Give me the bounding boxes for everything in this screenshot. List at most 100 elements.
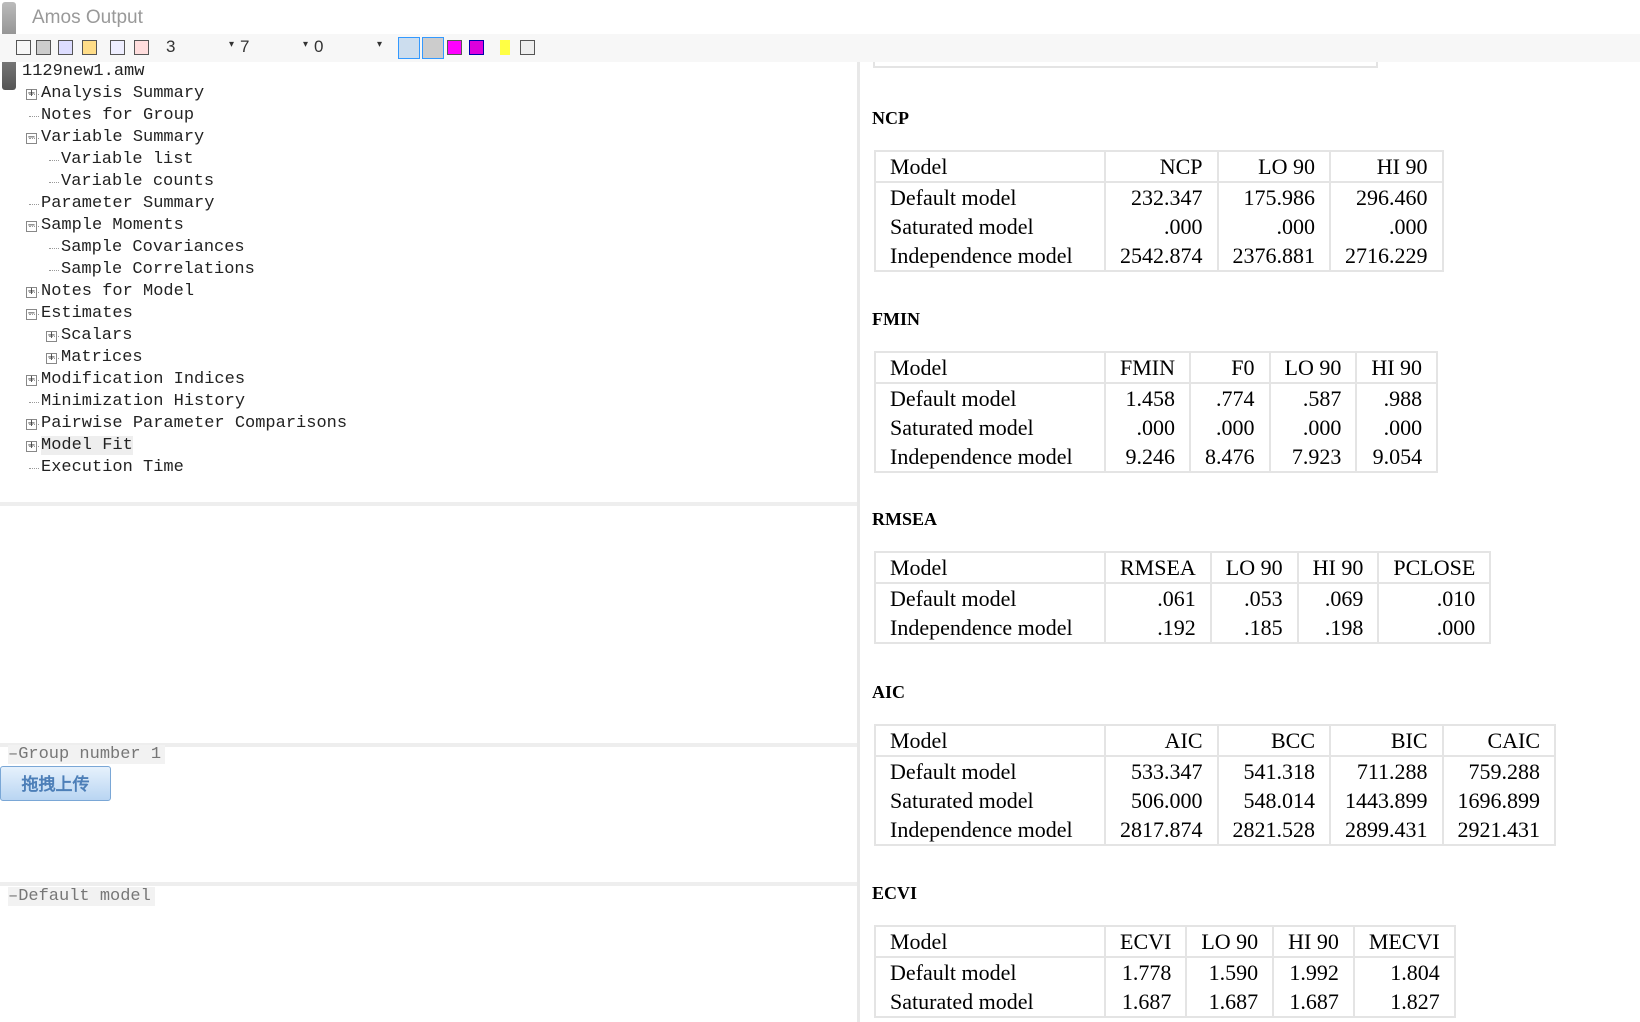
tree-expander[interactable]: + xyxy=(26,440,37,452)
group-item[interactable]: Group number 1 xyxy=(18,745,162,764)
tree-expander[interactable]: + xyxy=(26,88,37,100)
table-cell: .000 xyxy=(1329,212,1443,241)
table-row: Default model 1.778 1.590 1.992 1.804 xyxy=(875,957,1455,987)
column-header: BIC xyxy=(1329,725,1443,757)
navigation-pane: –Group number 1 –Default model 1129new1.… xyxy=(0,62,857,1022)
tree-item[interactable]: Model Fit xyxy=(41,436,133,455)
table-cell: .000 xyxy=(1216,212,1330,241)
group-list[interactable]: –Group number 1 xyxy=(8,745,166,764)
toolbar-button[interactable] xyxy=(16,40,31,55)
tree-root[interactable]: 1129new1.amw xyxy=(22,62,145,81)
tree-item[interactable]: Notes for Model xyxy=(41,282,195,301)
column-header: Model xyxy=(875,151,1105,183)
table-cell: 541.318 xyxy=(1216,756,1330,786)
row-label: Default model xyxy=(890,959,1017,985)
row-label: Saturated model xyxy=(890,988,1034,1014)
row-label: Default model xyxy=(890,758,1017,784)
table-cell: 1.687 xyxy=(1272,987,1354,1017)
tree-item[interactable]: Matrices xyxy=(61,348,143,367)
row-label: Default model xyxy=(890,184,1017,210)
column-header: LO 90 xyxy=(1268,352,1357,384)
tree-item[interactable]: Sample Moments xyxy=(41,216,184,235)
toolbar-button[interactable] xyxy=(82,40,97,55)
tree-item[interactable]: Execution Time xyxy=(41,458,184,477)
column-header: AIC xyxy=(1104,725,1218,757)
tree-item[interactable]: Estimates xyxy=(41,304,133,323)
table-cell: 2899.431 xyxy=(1329,815,1443,845)
toolbar-button[interactable] xyxy=(110,40,125,55)
table-row: Default model 232.347 175.986 296.460 xyxy=(875,182,1443,212)
column-header: HI 90 xyxy=(1296,552,1379,584)
toolbar-button[interactable] xyxy=(422,37,444,59)
table-row: Saturated model .000.000.000.000 xyxy=(875,413,1438,442)
title-bar: Amos Output xyxy=(0,0,1640,90)
model-item[interactable]: Default model xyxy=(18,887,151,906)
column-header: Model xyxy=(875,552,1105,584)
tree-expander[interactable]: + xyxy=(26,418,37,430)
table-cell: 1.687 xyxy=(1185,987,1274,1017)
tree-connector xyxy=(29,116,39,117)
tree-item[interactable]: Scalars xyxy=(61,326,133,345)
toolbar-button[interactable] xyxy=(58,40,73,55)
output-pane: NCP Model NCP LO 90 HI 90 Default model 232.34… xyxy=(857,62,1640,1022)
tree-expander[interactable]: − xyxy=(26,220,37,232)
column-header: HI 90 xyxy=(1355,352,1438,384)
tree-expander[interactable]: − xyxy=(26,308,37,320)
tree-connector xyxy=(29,402,39,403)
tree-connector xyxy=(29,446,39,447)
level-combo[interactable]: 3 ▾ xyxy=(166,37,238,59)
tree-item[interactable]: Parameter Summary xyxy=(41,194,215,213)
column-header: Model xyxy=(875,926,1105,958)
table-cell: 232.347 xyxy=(1104,182,1218,212)
table-cell: 548.014 xyxy=(1216,786,1330,815)
tree-expander[interactable]: + xyxy=(46,352,57,364)
tree-connector xyxy=(49,248,59,249)
tree-item[interactable]: Notes for Group xyxy=(41,106,195,125)
toolbar-button[interactable] xyxy=(447,40,462,55)
tree-expander[interactable]: + xyxy=(26,374,37,386)
table-header: Model RMSEA LO 90 HI 90 PCLOSE xyxy=(875,552,1491,584)
combo-arrow: ▾ xyxy=(228,39,234,50)
table-cell: .000 xyxy=(1268,413,1357,442)
table-row: Saturated model 506.000 548.014 1443.899 169… xyxy=(875,786,1555,815)
row-label: Saturated model xyxy=(890,414,1034,440)
table-cell: 1.458 xyxy=(1103,383,1191,413)
table-cell: 1.778 xyxy=(1103,957,1187,987)
tree-item[interactable]: Modification Indices xyxy=(41,370,246,389)
tree-item[interactable]: Variable list xyxy=(61,150,194,169)
table-cell: 1.992 xyxy=(1272,957,1354,987)
column-header: MECVI xyxy=(1352,926,1455,958)
model-list[interactable]: –Default model xyxy=(8,887,155,906)
table-cell: .000 xyxy=(1189,413,1270,442)
tree-expander[interactable]: + xyxy=(26,286,37,298)
tree-item[interactable]: Minimization History xyxy=(41,392,246,411)
table-row: Independence model 9.246 8.476 7.923 9.054 xyxy=(875,442,1438,472)
tree-expander[interactable]: + xyxy=(46,330,57,342)
toolbar-button[interactable] xyxy=(500,40,510,55)
level-combo[interactable]: 7 ▾ xyxy=(240,37,312,59)
section-heading: FMIN xyxy=(872,309,920,329)
tree-item[interactable]: Variable counts xyxy=(61,172,215,191)
toolbar-button[interactable] xyxy=(36,40,51,55)
upload-button[interactable]: 拖拽上传 xyxy=(0,766,111,801)
toolbar-button[interactable] xyxy=(134,40,149,55)
tree-item[interactable]: Sample Covariances xyxy=(61,238,245,257)
table-cell: .010 xyxy=(1377,583,1491,613)
table-cell: 2376.881 xyxy=(1216,241,1330,271)
toolbar-button[interactable] xyxy=(469,40,484,55)
toolbar-button[interactable] xyxy=(520,40,535,55)
table-cell: .069 xyxy=(1296,583,1379,613)
column-header: NCP xyxy=(1104,151,1218,183)
table-cell: .000 xyxy=(1103,413,1191,442)
level-combo[interactable]: 0 ▾ xyxy=(314,37,386,59)
tree-item[interactable]: Pairwise Parameter Comparisons xyxy=(41,414,348,433)
tree-item[interactable]: Variable Summary xyxy=(41,128,205,147)
row-label: Independence model xyxy=(890,816,1073,842)
tree-expander[interactable]: − xyxy=(26,132,37,144)
table-cell: .000 xyxy=(1377,613,1491,643)
tree-item[interactable]: Analysis Summary xyxy=(41,84,205,103)
tree-item[interactable]: Sample Correlations xyxy=(61,260,255,279)
table-cell: 1696.899 xyxy=(1441,786,1555,815)
toolbar-button[interactable] xyxy=(398,37,420,59)
